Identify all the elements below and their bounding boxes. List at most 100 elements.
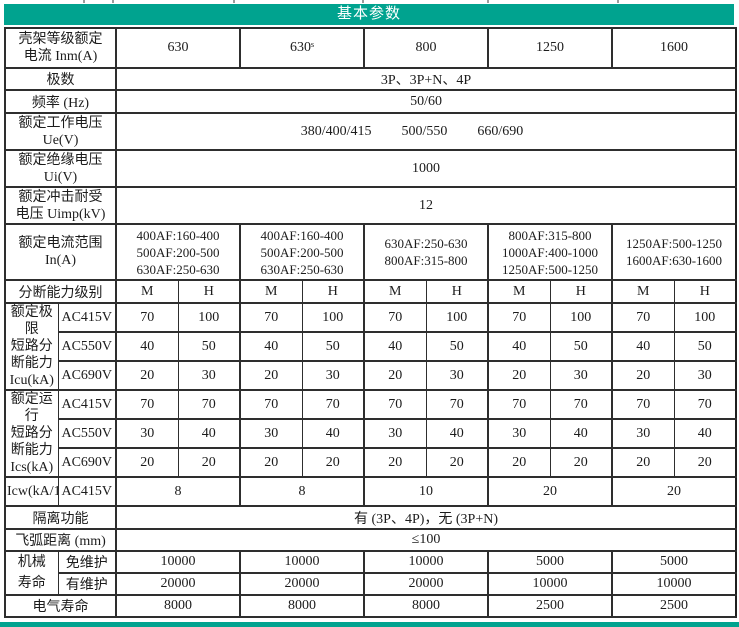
row-label-ics: 额定运行 短路分 断能力 Ics(kA) [4, 389, 59, 478]
mech-subrow-label: 免维护 [57, 550, 117, 574]
mech-value: 20000 [115, 572, 241, 596]
ics-value: 70 [177, 389, 241, 420]
ics-value: 30 [487, 418, 551, 449]
icu-value: 100 [301, 302, 365, 333]
row-icu-ac550v: AC550V 40 50 40 50 40 50 40 50 40 50 [5, 331, 737, 362]
break-class-value: M [239, 279, 303, 304]
ics-value: 70 [239, 389, 303, 420]
row-rated-current-range: 额定电流范围 In(A) 400AF:160-400 500AF:200-500… [4, 223, 737, 281]
ics-value: 20 [673, 447, 737, 478]
icu-value: 50 [301, 331, 365, 362]
ics-value: 70 [673, 389, 737, 420]
icu-value: 70 [611, 302, 675, 333]
row-label-isolation: 隔离功能 [4, 505, 117, 530]
icu-value: 70 [487, 302, 551, 333]
row-label-frequency: 频率 (Hz) [4, 89, 117, 114]
row-label-ui: 额定绝缘电压 Ui(V) [4, 149, 117, 188]
inm-value: 1600 [611, 27, 737, 69]
icu-subrow-label: AC690V [57, 360, 117, 391]
inm-value: 800 [363, 27, 489, 69]
inm-value: 630 [115, 27, 241, 69]
isolation-value: 有 (3P、4P)，无 (3P+N) [114, 505, 737, 530]
ics-value: 30 [363, 418, 427, 449]
icu-value: 30 [673, 360, 737, 391]
mech-value: 20000 [238, 572, 365, 596]
icu-value: 50 [673, 331, 737, 362]
ics-value: 70 [425, 389, 489, 420]
ics-value: 20 [239, 447, 303, 478]
row-arc-distance: 飞弧距离 (mm) ≤100 [4, 528, 737, 552]
inm-value: 630ˢ [238, 27, 365, 69]
bottom-accent-bar [0, 622, 739, 627]
row-frame-rated-current: 壳架等级额定 电流 Inm(A) 630 630ˢ 800 1250 1600 [4, 27, 737, 69]
break-class-value: M [487, 279, 551, 304]
row-label-icu: 额定极限 短路分 断能力 Icu(kA) [4, 302, 59, 391]
ui-value: 1000 [114, 149, 737, 188]
icu-value: 50 [177, 331, 241, 362]
ics-value: 40 [177, 418, 241, 449]
ics-subrow-label: AC415V [57, 389, 117, 420]
icu-value: 40 [611, 331, 675, 362]
mech-value: 10000 [363, 550, 489, 574]
icu-value: 20 [611, 360, 675, 391]
in-range-value: 400AF:160-400 500AF:200-500 630AF:250-63… [115, 223, 241, 281]
row-icu-ac415v: 额定极限 短路分 断能力 Icu(kA) AC415V 70 100 70 10… [4, 302, 737, 391]
inm-value: 1250 [487, 27, 613, 69]
section-title: 基本参数 [336, 6, 401, 22]
icw-value: 8 [238, 476, 365, 507]
ics-value: 40 [425, 418, 489, 449]
ics-value: 70 [611, 389, 675, 420]
ue-values-cell: 380/400/415 500/550 660/690 [114, 112, 737, 151]
icu-value: 40 [487, 331, 551, 362]
poles-value: 3P、3P+N、4P [114, 67, 737, 91]
icu-value: 100 [549, 302, 613, 333]
row-icw: Icw(kA/1s) AC415V 8 8 10 20 20 [4, 476, 737, 507]
ics-value: 40 [673, 418, 737, 449]
mech-value: 5000 [611, 550, 737, 574]
break-class-value: H [425, 279, 489, 304]
parameters-table: 壳架等级额定 电流 Inm(A) 630 630ˢ 800 1250 1600 … [4, 27, 738, 618]
ue-value: 500/550 [401, 123, 448, 139]
mech-value: 10000 [238, 550, 365, 574]
ics-value: 40 [549, 418, 613, 449]
arc-value: ≤100 [114, 528, 737, 552]
ics-value: 70 [549, 389, 613, 420]
row-electrical-life: 电气寿命 8000 8000 8000 2500 2500 [4, 594, 737, 618]
row-label-elec-life: 电气寿命 [4, 594, 117, 618]
elec-value: 2500 [487, 594, 613, 618]
row-ics-ac415v: 额定运行 短路分 断能力 Ics(kA) AC415V 70 70 70 70 … [4, 389, 737, 478]
ics-value: 20 [487, 447, 551, 478]
mech-value: 5000 [487, 550, 613, 574]
elec-value: 2500 [611, 594, 737, 618]
icu-value: 40 [363, 331, 427, 362]
ics-value: 30 [611, 418, 675, 449]
icu-value: 30 [549, 360, 613, 391]
row-label-break-class: 分断能力级别 [4, 279, 117, 304]
row-breaking-capacity-class: 分断能力级别 M H M H M H M H M H [4, 279, 737, 304]
icu-value: 20 [239, 360, 303, 391]
mech-subrow-label: 有维护 [57, 572, 117, 596]
icu-value: 70 [363, 302, 427, 333]
break-class-value: M [363, 279, 427, 304]
ics-value: 70 [301, 389, 365, 420]
ics-value: 20 [115, 447, 179, 478]
frequency-value: 50/60 [114, 89, 737, 114]
break-class-value: H [549, 279, 613, 304]
in-range-value: 400AF:160-400 500AF:200-500 630AF:250-63… [238, 223, 365, 281]
icu-subrow-label: AC415V [57, 302, 117, 333]
row-label-poles: 极数 [4, 67, 117, 91]
ics-value: 30 [115, 418, 179, 449]
icu-value: 100 [425, 302, 489, 333]
row-label-uimp: 额定冲击耐受 电压 Uimp(kV) [4, 186, 117, 225]
ics-value: 70 [115, 389, 179, 420]
mech-value: 20000 [363, 572, 489, 596]
row-mech-life-maintained: 有维护 20000 20000 20000 10000 10000 [5, 572, 737, 596]
top-edge-ticks [0, 0, 739, 3]
icu-value: 50 [549, 331, 613, 362]
icu-value: 70 [239, 302, 303, 333]
row-rated-insulation-voltage: 额定绝缘电压 Ui(V) 1000 [4, 149, 737, 188]
row-ics-ac550v: AC550V 30 40 30 40 30 40 30 40 30 40 [5, 418, 737, 449]
icw-value: 20 [487, 476, 613, 507]
row-label-in-range: 额定电流范围 In(A) [4, 223, 117, 281]
